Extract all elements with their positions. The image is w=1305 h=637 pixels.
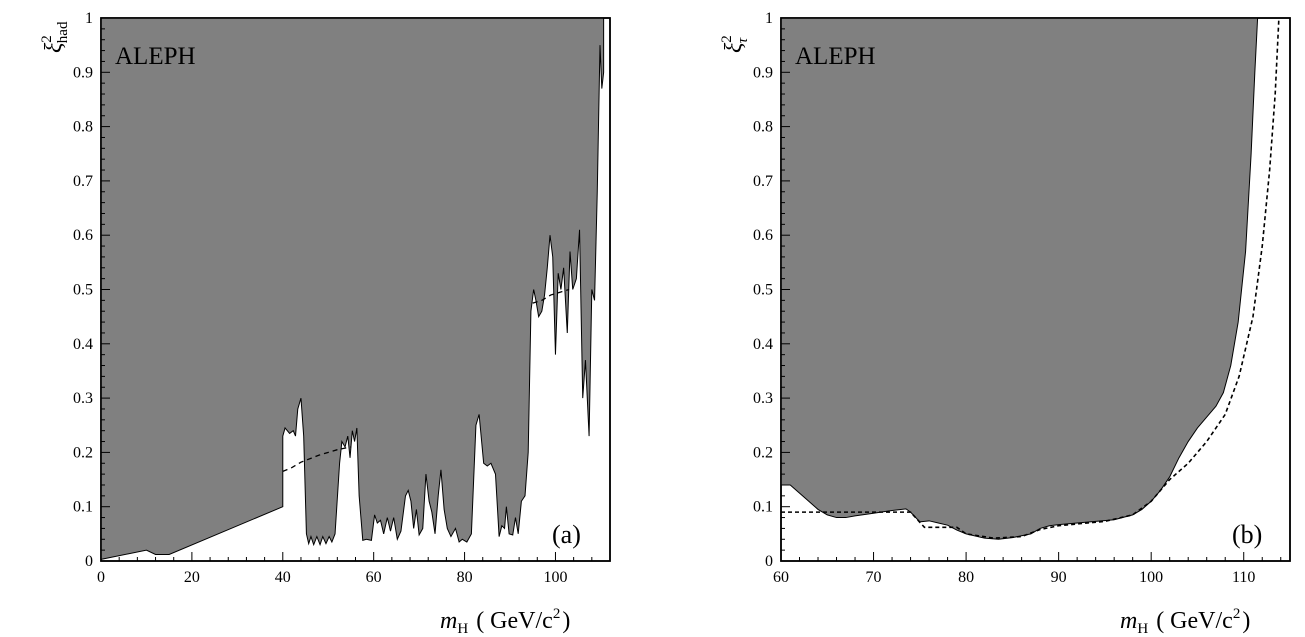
y-tick-label: 0.4 <box>753 336 773 353</box>
y-tick-label: 0 <box>85 553 93 570</box>
y-tick-label: 0.4 <box>73 336 93 353</box>
panel-b-xlabel-m: m <box>1120 608 1137 634</box>
panel-b-title: ALEPH <box>795 43 876 70</box>
y-tick-label: 0.1 <box>73 499 93 516</box>
panel-a: 0 20 40 60 80 100 0 0.1 0.2 0.3 0.4 0.5 0.6 0.7 0.8 0.… <box>39 10 611 637</box>
panel-b-y-ticks: 0 0.1 0.2 0.3 0.4 0.5 0.6 0.7 0.8 0.9 1 <box>753 10 790 570</box>
panel-a-ylabel-sub: had <box>55 21 71 43</box>
panel-a-tag: (a) <box>552 520 581 549</box>
y-tick-label: 0.7 <box>753 173 773 190</box>
panel-a-xlabel-m: m <box>440 608 457 634</box>
y-tick-label: 0.9 <box>753 64 773 81</box>
panel-b-tag: (b) <box>1232 520 1262 549</box>
x-tick-label: 0 <box>97 569 105 586</box>
y-tick-label: 0.6 <box>753 227 773 244</box>
x-tick-label: 80 <box>457 569 473 586</box>
y-tick-label: 0.5 <box>73 282 93 299</box>
panel-a-excluded-region <box>101 18 604 560</box>
panel-a-y-ticks: 0 0.1 0.2 0.3 0.4 0.5 0.6 0.7 0.8 0.9 1 <box>73 10 110 570</box>
y-tick-label: 0.8 <box>753 119 773 136</box>
panel-a-expected-line <box>282 446 352 472</box>
x-tick-label: 100 <box>543 569 567 586</box>
panel-b-xlabel-unit-sup: 2 <box>1233 606 1241 622</box>
panel-b-x-ticks: 60 70 80 90 100 110 <box>773 552 1282 586</box>
panel-a-xlabel-unit-sup: 2 <box>553 606 561 622</box>
panel-a-ylabel-xi: ξ <box>41 42 67 53</box>
x-tick-label: 80 <box>958 569 974 586</box>
panel-a-x-ticks: 0 20 40 60 80 100 <box>97 552 611 586</box>
y-tick-label: 0.5 <box>753 282 773 299</box>
panel-b-ylabel-xi: ξ <box>721 42 747 53</box>
panel-b-observed-line <box>781 17 1259 540</box>
y-tick-label: 0.2 <box>73 444 93 461</box>
y-tick-label: 0.7 <box>73 173 93 190</box>
x-tick-label: 90 <box>1051 569 1067 586</box>
y-tick-label: 0.3 <box>753 390 773 407</box>
panel-b-xlabel-unit: ( GeV/c <box>1156 608 1233 634</box>
panel-b-xlabel-close: ) <box>1242 608 1250 634</box>
panel-b-ylabel-sup: 2 <box>719 35 735 43</box>
x-tick-label: 40 <box>275 569 291 586</box>
y-tick-label: 1 <box>765 10 773 27</box>
x-tick-label: 110 <box>1232 569 1255 586</box>
panel-a-y-axis-label: ξ2had <box>39 21 71 53</box>
y-tick-label: 0.1 <box>753 499 773 516</box>
panel-a-ylabel-sup: 2 <box>39 35 55 43</box>
y-tick-label: 0.3 <box>73 390 93 407</box>
panel-b-ylabel-sub: τ <box>735 37 751 43</box>
panel-a-xlabel-sub: H <box>457 621 468 637</box>
panel-a-expected-line-high <box>532 288 570 304</box>
panel-a-observed-line <box>100 18 605 560</box>
panel-a-xlabel-unit: ( GeV/c <box>476 608 553 634</box>
x-tick-label: 70 <box>866 569 882 586</box>
y-tick-label: 0 <box>765 553 773 570</box>
y-tick-label: 0.6 <box>73 227 93 244</box>
y-tick-label: 0.9 <box>73 64 93 81</box>
x-tick-label: 60 <box>773 569 789 586</box>
panel-b: 60 70 80 90 100 110 0 0.1 0.2 0.3 0.4 0.5 0.6 0.7 0.8… <box>719 10 1291 637</box>
panel-a-x-axis-label: mH ( GeV/c2) <box>440 606 570 637</box>
panel-b-excluded-region <box>781 18 1258 540</box>
panel-a-xlabel-close: ) <box>562 608 570 634</box>
panel-b-expected-line <box>781 17 1280 539</box>
panel-a-title: ALEPH <box>115 43 196 70</box>
panel-b-xlabel-sub: H <box>1137 621 1148 637</box>
panel-b-x-axis-label: mH ( GeV/c2) <box>1120 606 1250 637</box>
y-tick-label: 1 <box>85 10 93 27</box>
panel-b-y-axis-label: ξ2τ <box>719 35 751 53</box>
x-tick-label: 60 <box>366 569 382 586</box>
x-tick-label: 100 <box>1139 569 1163 586</box>
y-tick-label: 0.8 <box>73 119 93 136</box>
x-tick-label: 20 <box>184 569 200 586</box>
y-tick-label: 0.2 <box>753 444 773 461</box>
